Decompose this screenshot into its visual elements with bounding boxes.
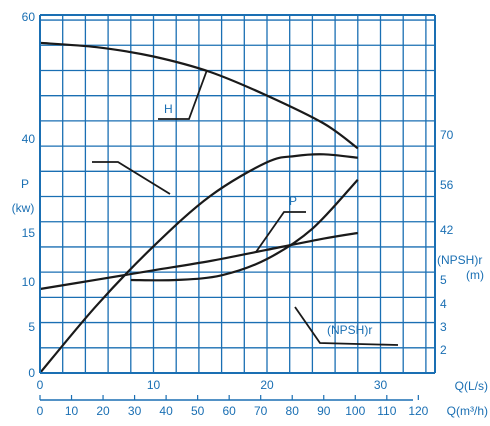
- x2-tick-label: 0: [37, 404, 44, 418]
- power-leader-line: [255, 211, 306, 253]
- chart-grid: [39, 15, 435, 374]
- power-axis-unit: (kw): [12, 201, 35, 215]
- x2-tick-label: 90: [317, 404, 331, 418]
- chart-curves: [39, 41, 359, 374]
- x-tick-label: 30: [374, 378, 388, 392]
- right-npsh-tick-label: 2: [440, 343, 447, 357]
- right-efficiency-tick-label: 56: [440, 178, 454, 192]
- left-power-tick-label: 0: [28, 366, 35, 380]
- head-curve-label: H: [164, 102, 173, 116]
- x2-tick-label: 60: [222, 404, 236, 418]
- x2-tick-label: 120: [408, 404, 428, 418]
- power-curve: [39, 231, 358, 291]
- efficiency-leader-line: [92, 161, 171, 195]
- chart-labels: 0 10 20 30 Q(L/s)0 10 20 30 40 50 60 70 80 90 100 110 12…: [12, 10, 488, 418]
- left-power-tick-label: 15: [22, 226, 36, 240]
- x2-axis-label: Q(m³/h): [447, 404, 488, 418]
- power-curve-label: P: [289, 194, 297, 208]
- left-power-tick-label: 5: [28, 320, 35, 334]
- left-power-tick-label: 10: [22, 275, 36, 289]
- right-npsh-tick-label: 4: [440, 297, 447, 311]
- x-tick-label: 10: [147, 378, 161, 392]
- x2-tick-label: 40: [159, 404, 173, 418]
- chart-axes: [39, 14, 436, 401]
- head-leader-line: [158, 69, 208, 120]
- x-tick-label: 20: [260, 378, 274, 392]
- label-leader-lines: [92, 69, 399, 346]
- left-head-tick-label: 60: [22, 10, 36, 24]
- right-efficiency-tick-label: 42: [440, 223, 454, 237]
- x2-tick-label: 80: [286, 404, 300, 418]
- x2-tick-label: 110: [377, 404, 396, 418]
- x2-tick-label: 50: [191, 404, 205, 418]
- npsh-axis-unit: (m): [466, 268, 484, 282]
- right-npsh-tick-label: 3: [440, 320, 447, 334]
- npsh-axis-title: (NPSH)r: [437, 253, 482, 267]
- npsh-curve: [130, 178, 359, 282]
- x2-tick-label: 100: [345, 404, 365, 418]
- x2-tick-label: 30: [128, 404, 142, 418]
- x-tick-label: 0: [37, 378, 44, 392]
- right-npsh-tick-label: 5: [440, 273, 447, 287]
- right-efficiency-tick-label: 70: [440, 128, 454, 142]
- left-head-tick-label: 40: [22, 132, 36, 146]
- efficiency-curve: [39, 153, 358, 374]
- x-axis-label: Q(L/s): [455, 379, 488, 393]
- x2-tick-label: 10: [65, 404, 79, 418]
- power-axis-title: P: [21, 177, 29, 191]
- x2-tick-label: 20: [96, 404, 110, 418]
- npsh-leader-line: [294, 306, 399, 346]
- npsh-curve-label: (NPSH)r: [327, 323, 372, 337]
- head-curve: [39, 41, 359, 150]
- x2-tick-label: 70: [254, 404, 268, 418]
